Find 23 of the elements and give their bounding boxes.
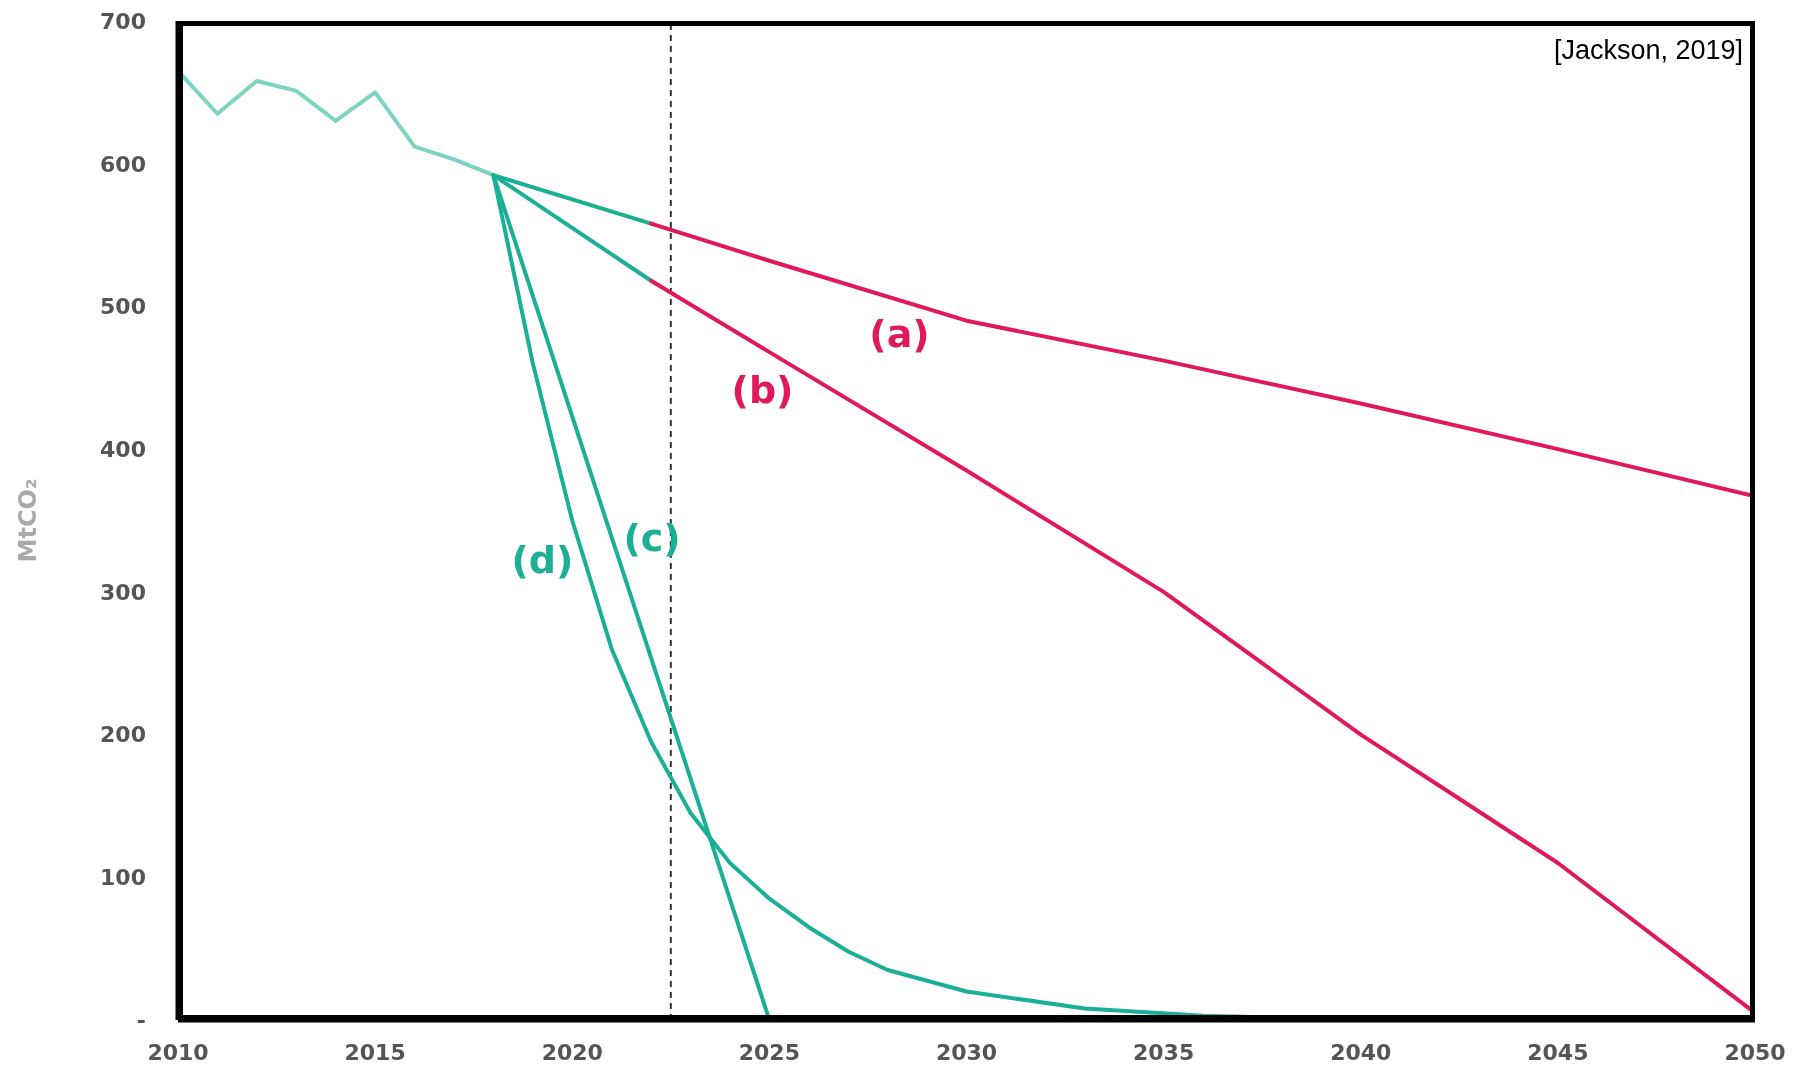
x-tick-label: 2015 <box>344 1039 406 1065</box>
series-label: (b) <box>731 367 794 412</box>
x-tick-label: 2020 <box>541 1039 603 1065</box>
x-tick-label: 2035 <box>1133 1039 1195 1065</box>
annotation: [Jackson, 2019] <box>1553 35 1743 66</box>
x-tick-label: 2050 <box>1724 1039 1786 1065</box>
series-label: (a) <box>869 312 930 357</box>
y-tick-label: - <box>136 1007 146 1033</box>
y-tick-label: 600 <box>100 151 146 177</box>
x-tick-label: 2030 <box>935 1039 998 1065</box>
x-tick-label: 2040 <box>1330 1039 1392 1065</box>
y-tick-label: 500 <box>100 294 146 320</box>
series-label: (c) <box>623 516 681 561</box>
x-tick-label: 2010 <box>147 1039 209 1065</box>
y-tick-label: 700 <box>100 8 146 34</box>
y-tick-label: 100 <box>100 865 146 891</box>
y-tick-label: 400 <box>100 436 146 462</box>
y-tick-label: 200 <box>100 722 146 748</box>
x-tick-label: 2045 <box>1527 1039 1589 1065</box>
y-axis-title: MtCO₂ <box>14 478 42 563</box>
series-label: (d) <box>511 538 574 583</box>
y-tick-label: 300 <box>100 579 146 605</box>
x-tick-label: 2025 <box>738 1039 800 1065</box>
